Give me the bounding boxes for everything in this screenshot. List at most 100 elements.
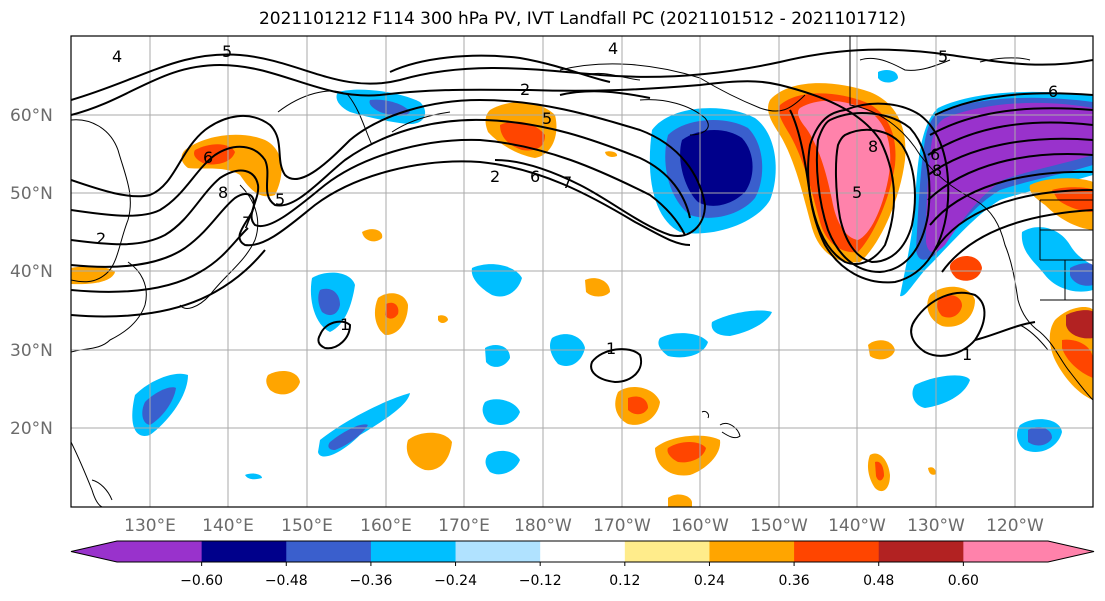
neg-anomaly-blob-12-core [1028,427,1052,446]
pos-anomaly-ca-1-core [937,295,962,318]
neg-anomaly-interior-core [1070,263,1093,286]
colorbar-tick-label: 0.36 [779,573,810,589]
pos-anomaly-bc-core [798,100,891,240]
map-title: 2021101212 F114 300 hPa PV, IVT Landfall… [258,9,906,29]
colorbar-segment [878,541,964,562]
colorbar-segment [455,541,541,562]
pv-contour-label: 1 [340,315,350,334]
latitude-label: 40°N [10,262,53,282]
latitude-label: 20°N [10,419,53,439]
pv-contour-label: 1 [962,345,972,364]
pv-contours [71,48,1093,384]
longitude-label: 130°W [907,516,965,536]
longitude-label: 120°W [986,516,1044,536]
pos-anomaly-ca-2 [949,256,982,281]
pos-anomaly-blob-13 [928,467,936,475]
neg-anomaly-blob-7-core [142,387,176,425]
pv-contour-label: 5 [542,109,552,128]
pos-anomaly-blob-2 [362,229,383,242]
pos-anomaly-baja-core [1066,310,1093,339]
neg-anomaly-arctic [878,70,898,83]
gridlines [71,36,1093,507]
colorbar-tick-label: 0.48 [863,573,894,589]
map-frame-border [70,35,1094,508]
longitude-label: 170°W [593,516,651,536]
ivt-shading [71,70,1093,507]
colorbar-tick-label: −0.12 [519,573,562,589]
colorbar-segment [201,541,287,562]
neg-anomaly-blob-8-core [328,424,368,450]
colorbar-tick-label: −0.24 [434,573,477,589]
colorbar-segment [540,541,626,562]
pos-anomaly-blob-8 [668,494,692,507]
longitude-label: 160°W [671,516,729,536]
pos-anomaly-blob-10-core [875,461,884,481]
colorbar-outline [70,540,1095,563]
longitude-label: 130°E [124,516,176,536]
longitude-label: 160°E [360,516,412,536]
neg-anomaly-blob-10 [485,450,520,475]
pv-contour-label: 6 [930,145,940,164]
latitude-labels: 60°N 50°N 40°N 30°N 20°N [10,106,53,439]
pv-contour-label: 7 [562,173,572,192]
colorbar-tick-label: −0.48 [265,573,308,589]
pv-contour-label: 5 [275,190,285,209]
pos-anomaly-blob-6-core [628,396,648,415]
pv-contour-label: 6 [203,148,213,167]
colorbar-segment [117,541,203,562]
pv-contour-label: 2 [520,80,530,99]
colorbar-segment [963,541,1049,562]
neg-anomaly-blob-1-core [318,288,340,316]
neg-anomaly-blob-9 [482,399,520,425]
neg-anomaly-blob-6 [485,345,510,367]
latitude-label: 50°N [10,184,53,204]
neg-anomaly-blob-11 [912,375,970,408]
pv-contour-label: 4 [112,47,122,66]
pv-contour-labels: 4 5 4 5 2 2 5 6 7 8 7 6 5 2 1 1 1 8 5 6 … [96,39,1058,364]
pos-anomaly-blob-12 [605,151,618,157]
pos-anomaly-blob-4 [266,370,300,395]
latitude-label: 60°N [10,106,53,126]
colorbar-segment [709,541,795,562]
pv-contour-label: 8 [932,161,942,180]
neg-anomaly-blob-5 [711,310,772,336]
pv-contour-label: 8 [218,183,228,202]
colorbar-extend-high [1048,541,1094,562]
pv-contour-label: 8 [868,137,878,156]
pv-contour-label: 5 [852,183,862,202]
pv-contour-label: 5 [938,47,948,66]
pv-contour-label: 6 [530,167,540,186]
longitude-label: 140°W [828,516,886,536]
neg-anomaly-kamchatka-core [369,99,410,116]
longitude-label: 170°E [438,516,490,536]
longitude-label: 150°W [750,516,808,536]
pv-contour-label: 1 [606,339,616,358]
pos-anomaly-baja-mid [1062,339,1093,378]
colorbar-tick-label: 0.24 [694,573,725,589]
pv-contour-label: 4 [608,39,618,58]
colorbar-ticks [201,562,964,566]
pos-anomaly-blob-1-core [385,302,399,319]
pv-contour-label: 2 [96,229,106,248]
pos-anomaly-blob-7-core [667,442,706,463]
pos-anomaly-blob-5 [406,432,452,471]
colorbar-tick-label: −0.60 [180,573,223,589]
pos-anomaly-blob-3 [585,278,610,297]
longitude-label: 140°E [202,516,254,536]
colorbar-labels: −0.60 −0.48 −0.36 −0.24 −0.12 0.12 0.24 0.36 0.4… [180,573,979,589]
neg-anomaly-pnw-core [926,102,1093,253]
neg-anomaly-blob-13 [245,473,262,480]
colorbar-segment [370,541,457,562]
neg-anomaly-blob-2 [471,264,522,297]
coastlines [71,36,1093,507]
pv-contour-label: 5 [222,42,232,61]
longitude-label: 180°W [514,516,572,536]
latitude-label: 30°N [10,341,53,361]
pv-contour-label: 6 [1048,82,1058,101]
colorbar-segment [286,541,372,562]
colorbar-extend-low [71,541,117,562]
neg-anomaly-blob-4 [658,333,708,358]
neg-anomaly-gulf-core [680,129,753,206]
pv-contour-label: 7 [242,213,252,232]
